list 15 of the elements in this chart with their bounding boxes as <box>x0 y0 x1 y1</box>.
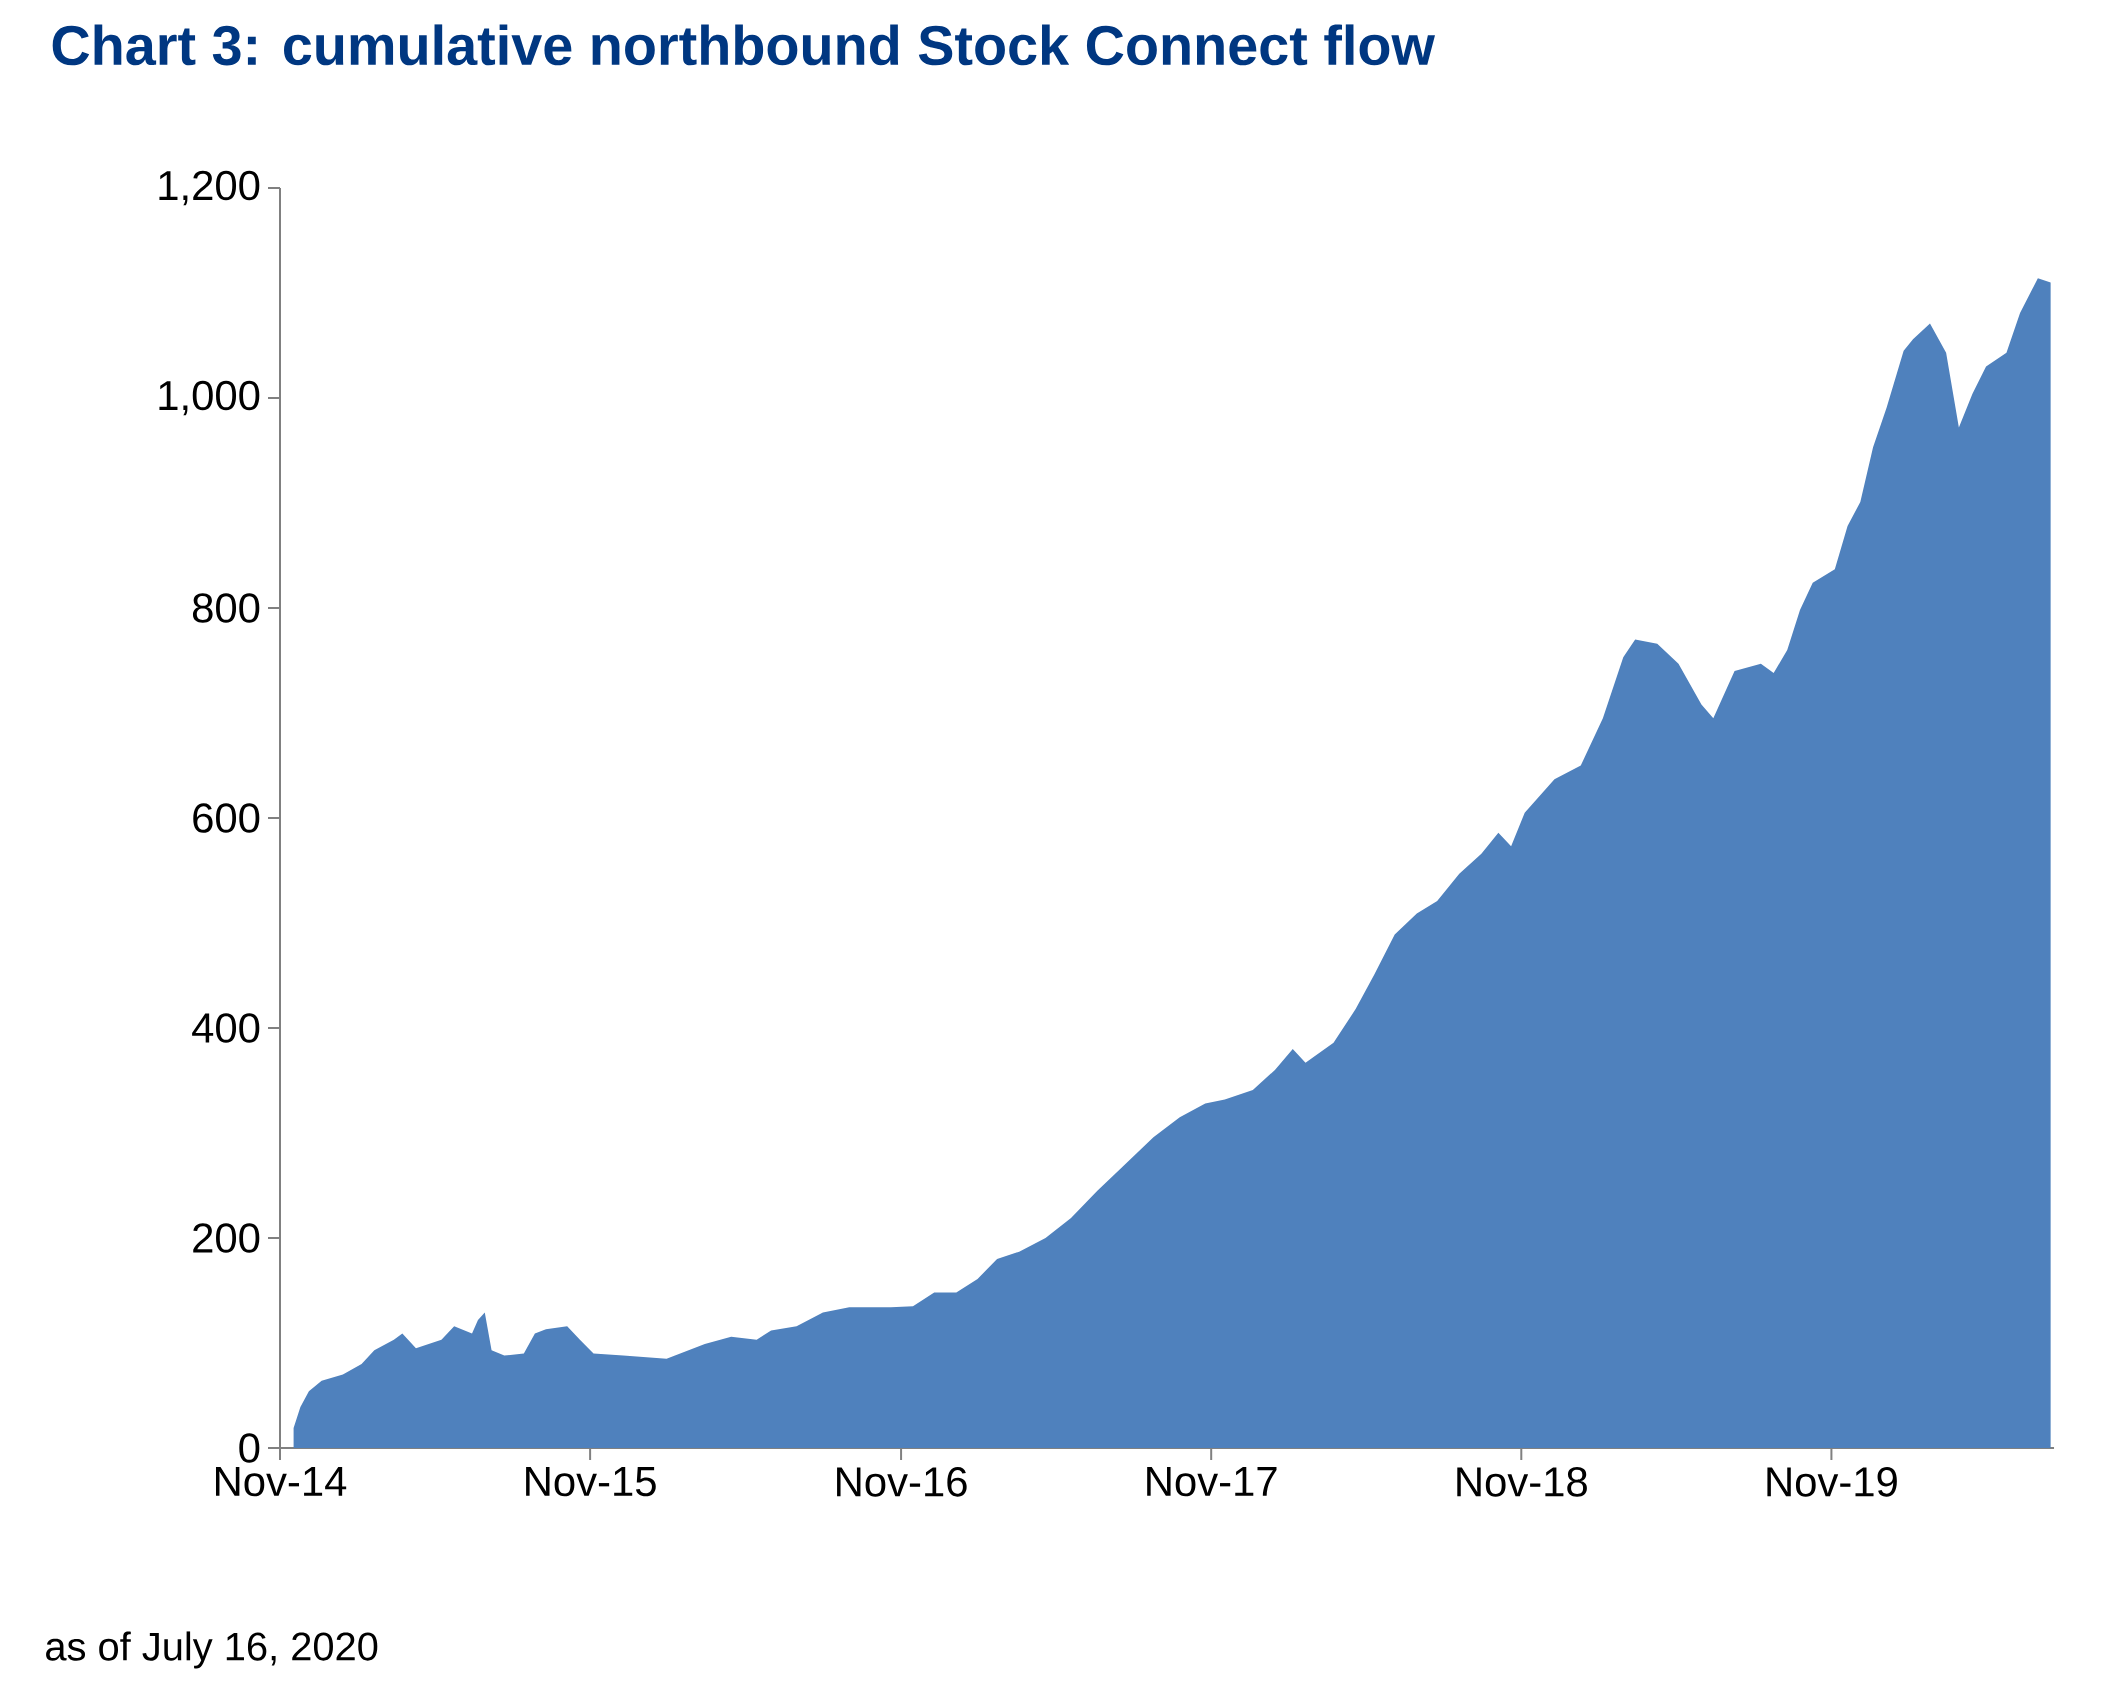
x-tick-label: Nov-16 <box>837 1467 967 1497</box>
y-tick-label: 0 <box>239 1433 260 1463</box>
chart-title: Chart 3: cumulative northbound Stock Connect flow <box>52 24 1435 66</box>
y-tick-label: 800 <box>192 593 260 623</box>
x-tick-label: Nov-14 <box>216 1467 347 1497</box>
y-tick-label: 200 <box>193 1223 260 1253</box>
y-tick-label: 400 <box>192 1013 260 1043</box>
x-tick-label: Nov-17 <box>1147 1467 1277 1497</box>
x-tick-label: Nov-19 <box>1767 1467 1897 1497</box>
text: as of July 16, 2020 <box>46 1631 378 1669</box>
y-tick-label: 600 <box>193 803 260 833</box>
y-tick-label: 1,200 <box>159 170 260 206</box>
x-tick-label: Nov-15 <box>526 1467 656 1497</box>
x-tick-label: Nov-18 <box>1457 1467 1587 1497</box>
y-tick-label: 1,000 <box>159 380 260 416</box>
